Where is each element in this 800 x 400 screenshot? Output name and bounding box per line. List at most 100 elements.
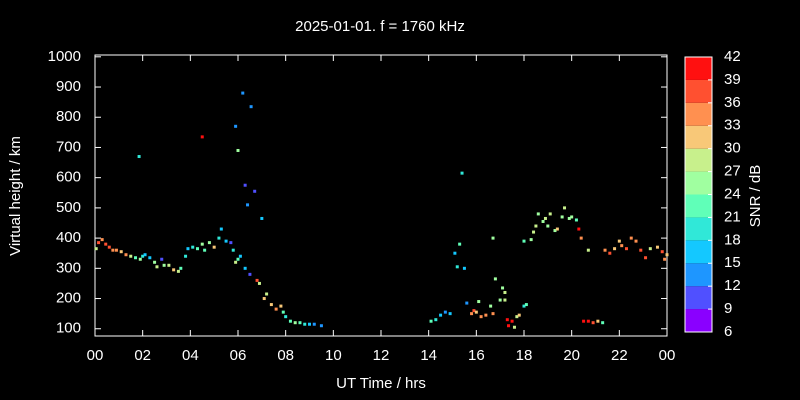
x-tick-label: 02 — [134, 347, 151, 364]
data-point — [217, 236, 221, 240]
data-point — [107, 245, 111, 249]
data-point — [493, 277, 497, 281]
y-tick-label: 900 — [56, 78, 81, 95]
data-point — [241, 91, 245, 95]
x-tick-label: 08 — [277, 347, 294, 364]
data-point — [601, 321, 605, 325]
x-tick-label: 22 — [611, 347, 628, 364]
data-point — [507, 324, 511, 328]
data-point — [288, 319, 292, 323]
data-point — [532, 230, 536, 234]
data-point — [124, 253, 128, 257]
x-axis-label: UT Time / hrs — [336, 375, 426, 392]
colorbar-band — [685, 217, 712, 241]
data-point — [465, 301, 469, 305]
data-point — [160, 257, 164, 261]
colorbar-label: SNR / dB — [747, 165, 764, 228]
data-point — [512, 325, 516, 329]
data-point — [529, 238, 533, 242]
data-point — [648, 247, 652, 251]
colorbar-tick-label: 39 — [724, 71, 741, 88]
data-point — [524, 303, 528, 307]
data-point — [303, 322, 307, 326]
data-point — [114, 248, 118, 252]
data-point — [624, 247, 628, 251]
data-point — [200, 135, 204, 139]
y-tick-label: 400 — [56, 229, 81, 246]
data-point — [439, 313, 443, 317]
data-point — [453, 251, 457, 255]
data-point — [234, 124, 238, 128]
data-point — [515, 315, 519, 319]
data-point — [249, 105, 253, 109]
data-point — [119, 250, 123, 254]
data-point — [596, 319, 600, 323]
data-point — [546, 224, 550, 228]
colorbar-tick-label: 33 — [724, 117, 741, 134]
data-point — [639, 248, 643, 252]
data-point — [429, 319, 433, 323]
colorbar-band — [685, 57, 712, 80]
data-point — [236, 148, 240, 152]
data-point — [582, 319, 586, 323]
colorbar-band — [685, 148, 712, 172]
y-axis-label: Virtual height / km — [7, 136, 24, 256]
data-point — [203, 248, 207, 252]
data-point — [548, 212, 552, 216]
data-point — [257, 281, 261, 285]
chart-title: 2025-01-01. f = 1760 kHz — [295, 18, 465, 35]
data-point — [541, 219, 545, 223]
data-point — [148, 256, 152, 260]
data-point — [162, 263, 166, 267]
y-tick-label: 800 — [56, 108, 81, 125]
colorbar-tick-label: 12 — [724, 277, 741, 294]
data-point — [319, 324, 323, 328]
data-point — [586, 248, 590, 252]
x-tick-label: 00 — [659, 347, 676, 364]
data-point — [567, 216, 571, 220]
data-point — [560, 215, 564, 219]
data-point — [153, 260, 157, 264]
data-point — [195, 247, 199, 251]
y-tick-label: 200 — [56, 290, 81, 307]
x-tick-label: 18 — [516, 347, 533, 364]
data-point — [448, 312, 452, 316]
data-point — [229, 241, 233, 245]
colorbar-tick-label: 36 — [724, 94, 741, 111]
data-point — [613, 247, 617, 251]
data-point — [484, 313, 488, 317]
colorbar-tick-label: 30 — [724, 140, 741, 157]
x-tick-label: 04 — [182, 347, 199, 364]
data-point — [236, 257, 240, 261]
data-point — [472, 309, 476, 313]
data-point — [470, 312, 474, 316]
data-point — [455, 265, 459, 269]
data-point — [591, 321, 595, 325]
data-point — [620, 244, 624, 248]
data-point — [200, 242, 204, 246]
data-point — [186, 247, 190, 251]
data-point — [308, 322, 311, 326]
y-tick-label: 600 — [56, 169, 81, 186]
data-point — [167, 263, 171, 267]
data-point — [477, 300, 481, 304]
data-point — [517, 313, 521, 317]
data-point — [665, 253, 669, 257]
y-tick-label: 100 — [56, 320, 81, 337]
data-point — [176, 269, 180, 273]
x-tick-label: 12 — [373, 347, 390, 364]
data-point — [262, 297, 266, 301]
data-point — [284, 315, 288, 319]
data-point — [505, 318, 509, 322]
data-point — [100, 238, 104, 242]
colorbar-band — [685, 286, 712, 310]
x-tick-label: 06 — [230, 347, 247, 364]
data-point — [224, 239, 228, 243]
data-point — [312, 322, 316, 326]
data-point — [474, 310, 478, 314]
data-point — [574, 218, 578, 222]
colorbar-band — [685, 171, 712, 195]
data-point — [269, 303, 273, 307]
data-point — [498, 298, 502, 302]
data-point — [138, 257, 142, 261]
